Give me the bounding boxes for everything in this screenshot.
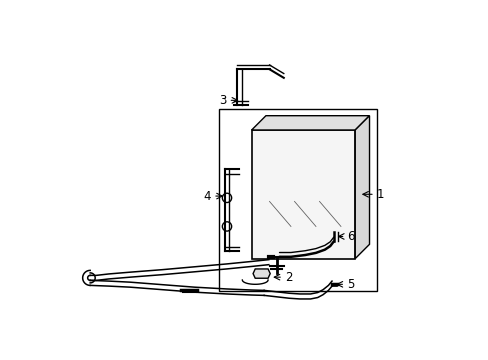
Text: 6: 6 [346,230,354,243]
Bar [251,130,354,258]
Text: 5: 5 [346,278,354,291]
Text: 3: 3 [219,94,226,107]
Text: 2: 2 [285,271,292,284]
Text: 1: 1 [376,188,384,201]
Polygon shape [354,116,369,258]
Bar [219,109,376,291]
Text: 4: 4 [203,190,211,203]
Polygon shape [253,269,270,278]
Polygon shape [251,116,369,130]
